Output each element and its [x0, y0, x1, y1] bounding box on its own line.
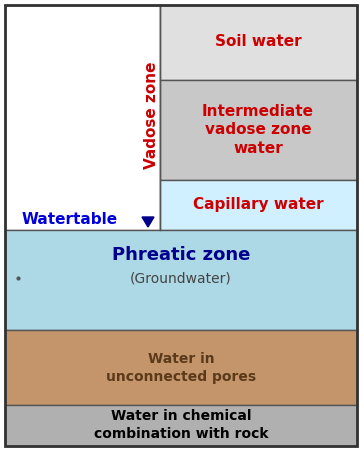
Bar [160, 180, 357, 230]
Text: (Groundwater): (Groundwater) [130, 271, 232, 285]
Text: Capillary water: Capillary water [193, 198, 323, 212]
Text: Water in chemical
combination with rock: Water in chemical combination with rock [94, 410, 268, 441]
Bar [5, 330, 357, 405]
Text: Soil water: Soil water [215, 34, 301, 50]
Bar [5, 405, 357, 446]
Bar [5, 5, 160, 230]
Text: Phreatic zone: Phreatic zone [112, 246, 250, 264]
Bar [5, 230, 357, 330]
Bar [160, 80, 357, 180]
Text: Watertable: Watertable [22, 212, 118, 227]
Text: Water in
unconnected pores: Water in unconnected pores [106, 352, 256, 384]
Polygon shape [142, 217, 154, 227]
Text: Vadose zone: Vadose zone [144, 61, 160, 169]
Bar [160, 5, 357, 80]
Text: Intermediate
vadose zone
water: Intermediate vadose zone water [202, 104, 314, 156]
